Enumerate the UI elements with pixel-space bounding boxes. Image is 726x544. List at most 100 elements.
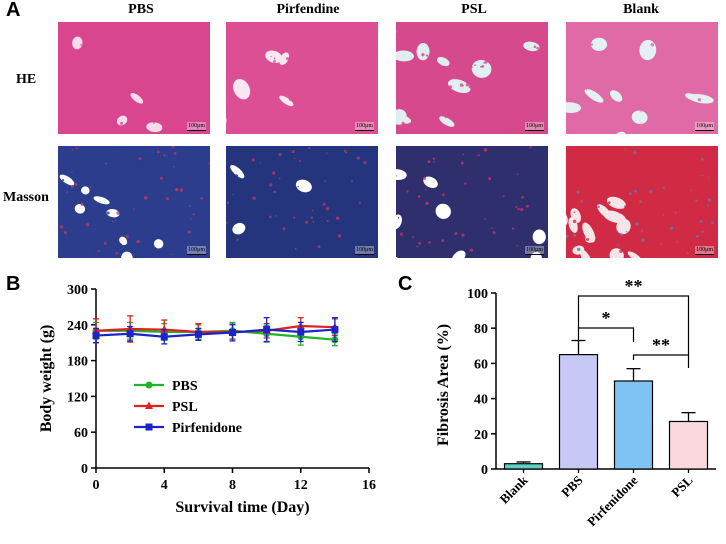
cell-nucleus — [666, 113, 670, 117]
cell-nucleus — [714, 208, 718, 212]
cell-nucleus — [624, 148, 627, 151]
cell-nucleus — [369, 109, 373, 113]
cell-nucleus — [573, 233, 577, 237]
cell-nucleus — [80, 202, 84, 206]
cell-nucleus — [324, 180, 326, 182]
cell-nucleus — [200, 62, 203, 65]
cell-nucleus — [621, 50, 625, 55]
cell-nucleus — [460, 161, 464, 165]
cell-nucleus — [617, 27, 622, 31]
cell-nucleus — [275, 168, 278, 171]
cell-nucleus — [414, 245, 417, 248]
cell-nucleus — [662, 186, 665, 189]
alveolus — [606, 196, 626, 209]
cell-nucleus — [542, 111, 546, 115]
cell-nucleus — [636, 187, 640, 190]
cell-nucleus — [481, 164, 485, 168]
cell-nucleus — [145, 37, 147, 39]
cell-nucleus — [571, 168, 575, 172]
cell-nucleus — [256, 204, 258, 207]
cell-nucleus — [275, 42, 278, 45]
cell-nucleus — [599, 118, 602, 121]
masson-image-psl: 100μm — [396, 146, 548, 258]
cell-nucleus — [420, 212, 425, 216]
cell-nucleus — [265, 24, 267, 27]
data-point — [229, 329, 236, 337]
cell-nucleus — [311, 209, 314, 212]
masson-image-pirfendine: 100μm — [226, 146, 378, 258]
alveolus — [584, 88, 604, 103]
cell-nucleus — [296, 48, 300, 52]
cell-nucleus — [272, 171, 276, 175]
cell-nucleus — [475, 249, 478, 253]
cell-nucleus — [238, 42, 242, 46]
cell-nucleus — [178, 28, 182, 33]
cell-nucleus — [79, 93, 83, 97]
cell-nucleus — [680, 170, 682, 173]
cell-nucleus — [319, 210, 323, 214]
cell-nucleus — [170, 222, 173, 225]
alveolus — [146, 122, 163, 133]
cell-nucleus — [318, 198, 323, 202]
cell-nucleus — [296, 190, 299, 194]
cell-nucleus — [316, 200, 320, 204]
cell-nucleus — [692, 226, 696, 230]
cell-nucleus — [255, 164, 259, 168]
alveolus — [59, 174, 75, 186]
cell-nucleus — [595, 229, 598, 232]
cell-nucleus — [571, 63, 574, 65]
cell-nucleus — [190, 100, 193, 103]
cell-nucleus — [183, 97, 187, 101]
cell-nucleus — [671, 196, 673, 198]
cell-nucleus — [261, 130, 265, 134]
cell-nucleus — [503, 40, 506, 43]
cell-nucleus — [616, 166, 620, 170]
cell-nucleus — [457, 28, 460, 30]
cell-nucleus — [579, 131, 584, 134]
cell-nucleus — [694, 118, 696, 121]
cell-nucleus — [528, 191, 531, 194]
cell-nucleus — [275, 69, 279, 73]
cell-nucleus — [503, 113, 507, 117]
cell-nucleus — [403, 241, 405, 243]
cell-nucleus — [634, 189, 638, 193]
body-weight-line-chart: 0 60 120 180 240 300 0 4 8 12 16 Survival time (Day… — [38, 283, 376, 516]
cell-nucleus — [713, 202, 717, 206]
cell-nucleus — [343, 58, 346, 61]
cell-nucleus — [715, 113, 717, 115]
cell-nucleus — [131, 63, 133, 65]
cell-nucleus — [278, 152, 282, 157]
cell-nucleus — [163, 31, 165, 34]
cell-nucleus — [114, 219, 117, 222]
scale-bar: 100μm — [355, 122, 374, 131]
cell-nucleus — [712, 88, 716, 92]
cell-nucleus — [475, 22, 479, 24]
cell-nucleus — [518, 107, 522, 112]
cell-nucleus — [516, 169, 521, 174]
cell-nucleus — [629, 212, 632, 215]
cell-nucleus — [166, 43, 170, 47]
cell-nucleus — [696, 112, 700, 115]
cell-nucleus — [260, 60, 264, 64]
series-pirfenidone — [92, 316, 339, 345]
cell-nucleus — [670, 67, 673, 70]
y-axis-title: Fibrosis Area (%) — [435, 324, 452, 446]
cell-nucleus — [510, 198, 512, 200]
cell-nucleus — [469, 87, 472, 89]
cell-nucleus — [374, 97, 378, 102]
cell-nucleus — [630, 236, 635, 240]
cell-nucleus — [195, 91, 198, 94]
cell-nucleus — [586, 69, 590, 72]
cell-nucleus — [273, 190, 276, 194]
cell-nucleus — [441, 239, 445, 243]
cell-nucleus — [278, 206, 282, 210]
cell-nucleus — [514, 128, 517, 131]
cell-nucleus — [412, 236, 414, 238]
cell-nucleus — [259, 112, 262, 115]
cell-nucleus — [419, 148, 423, 152]
cell-nucleus — [136, 239, 140, 244]
cell-nucleus — [117, 37, 121, 41]
alveolus — [153, 239, 164, 249]
cell-nucleus — [498, 229, 502, 232]
cell-nucleus — [640, 22, 643, 24]
